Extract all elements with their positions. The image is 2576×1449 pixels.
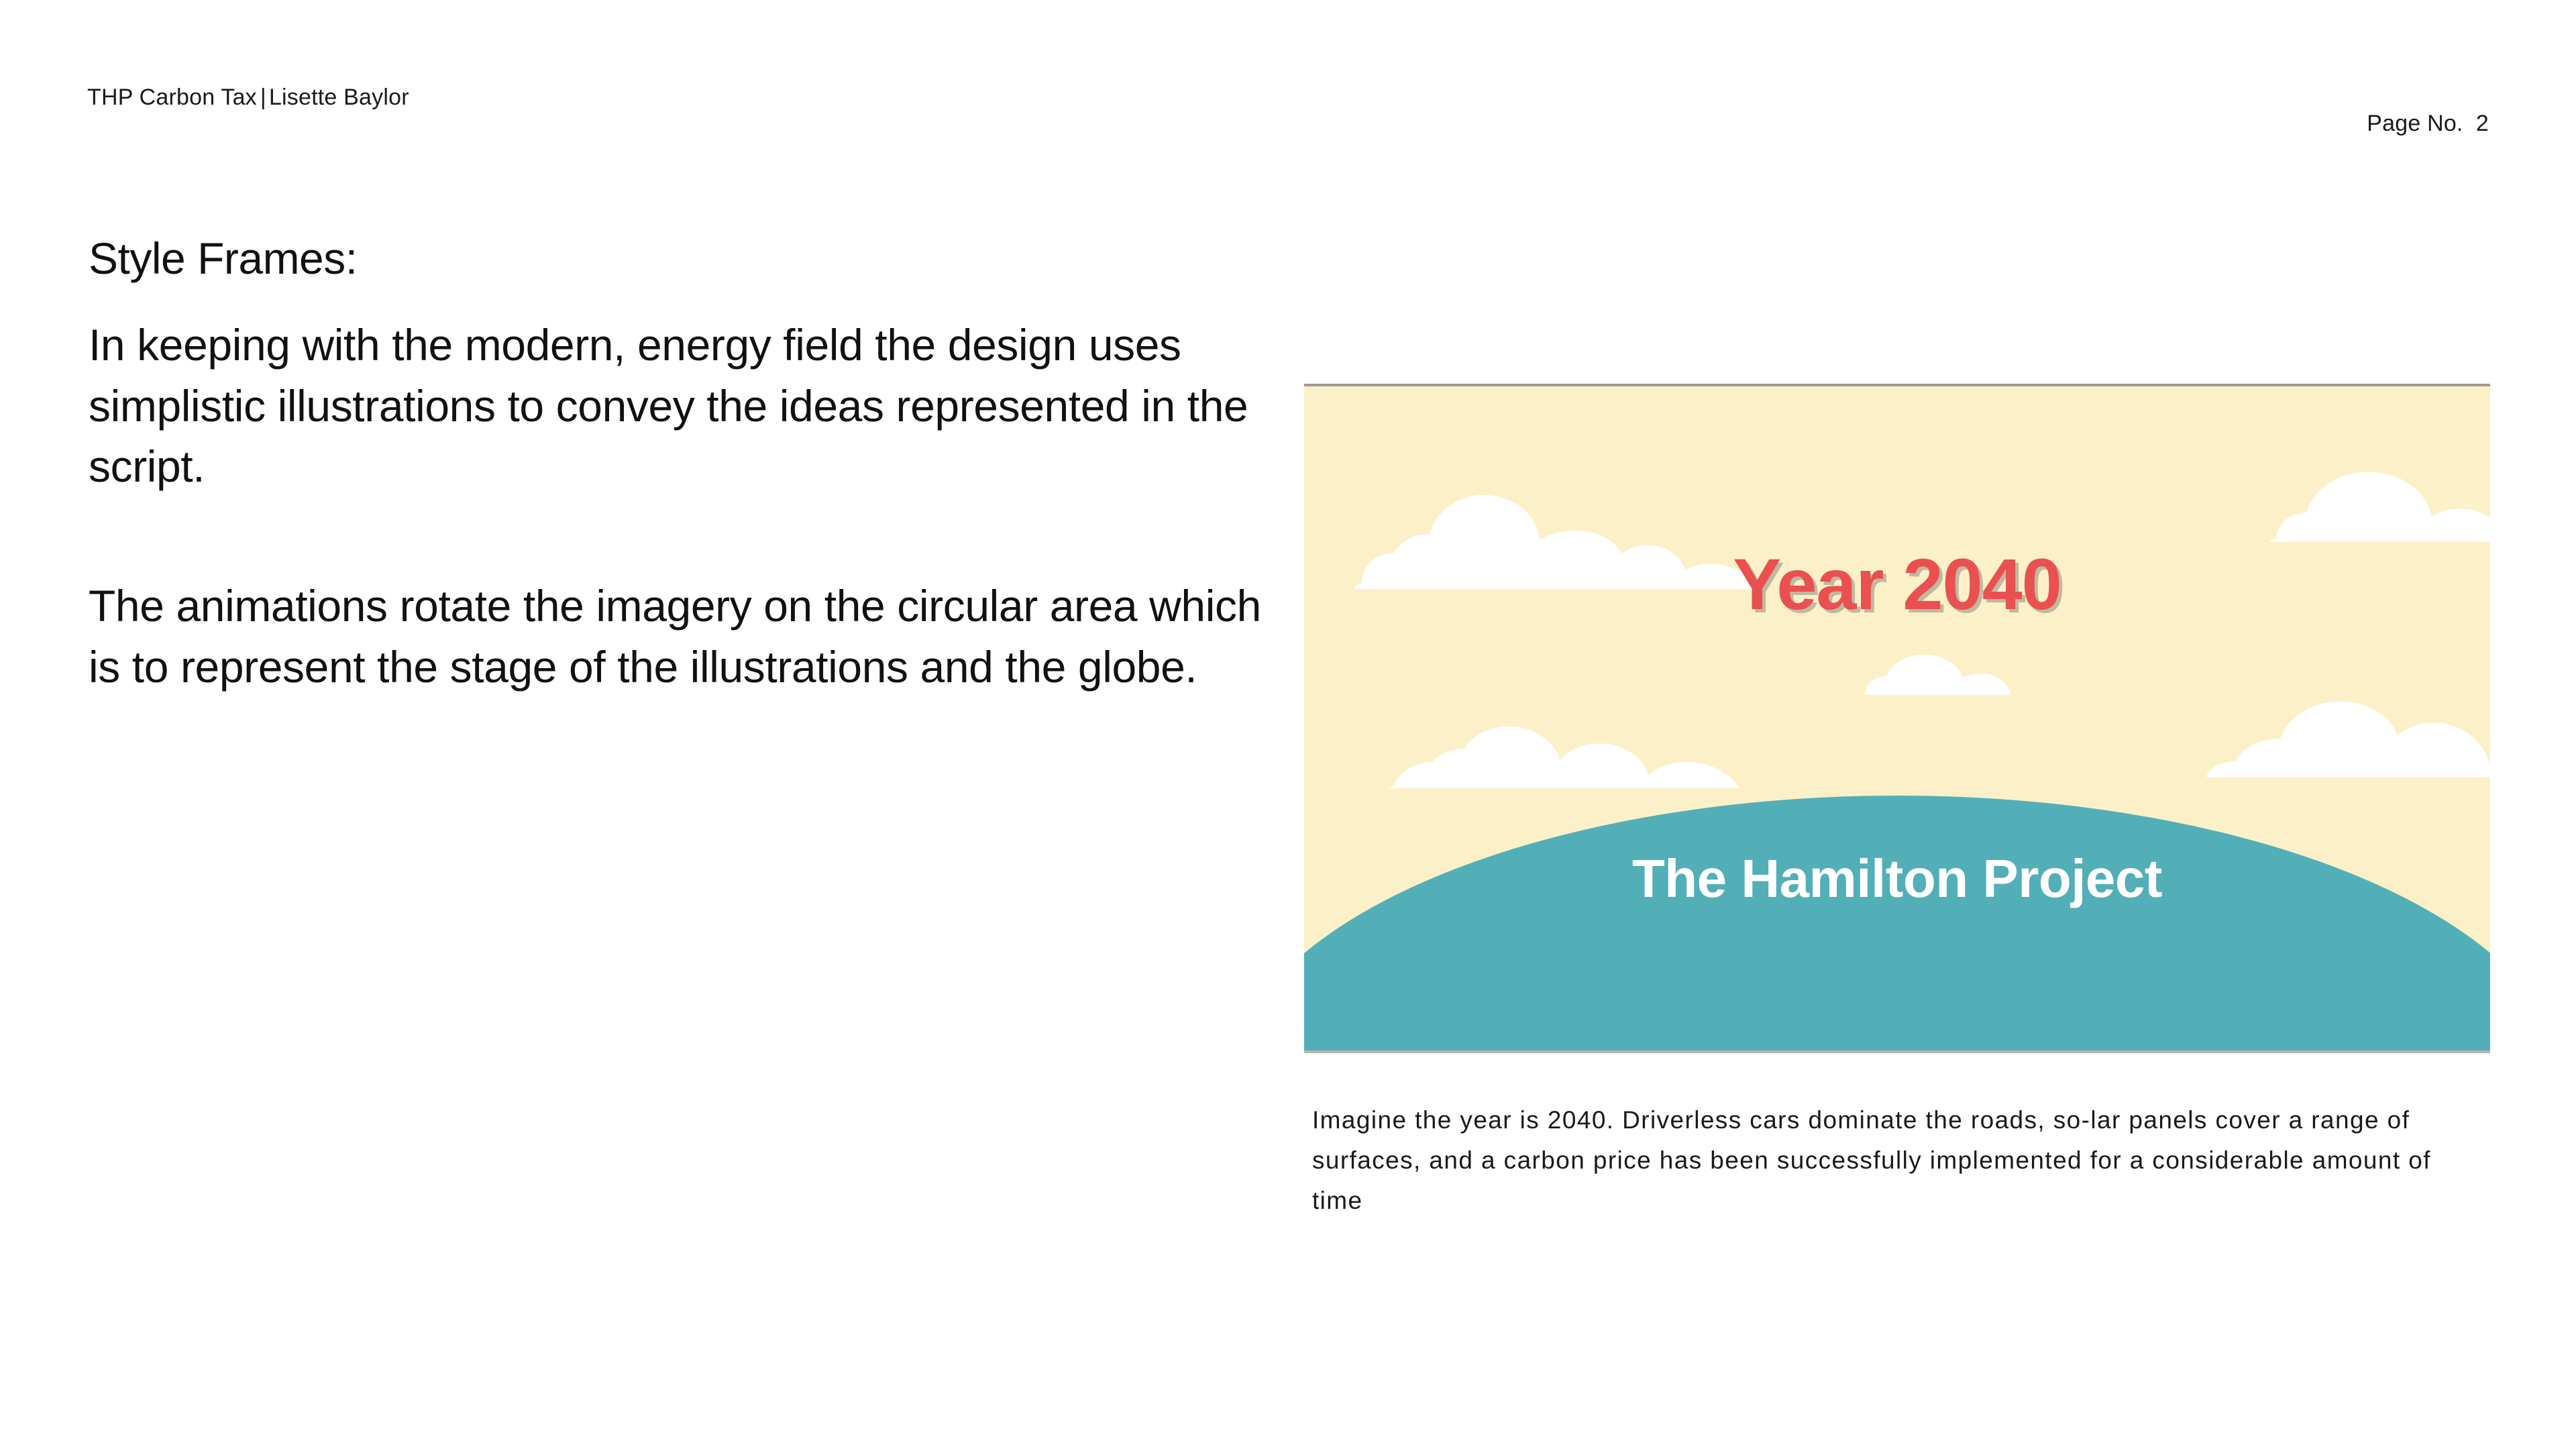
page-number-value: 2 <box>2475 111 2489 136</box>
header-author-name: Lisette Baylor <box>268 85 409 110</box>
header-project-credit: THP Carbon Tax | Lisette Baylor <box>87 85 409 111</box>
illustration-project-title: The Hamilton Project <box>1631 849 2163 908</box>
cloud-layer <box>1354 472 2490 788</box>
paragraph-spacer <box>89 496 1289 576</box>
body-paragraph-2: The animations rotate the imagery on the… <box>89 581 1261 692</box>
document-header: THP Carbon Tax | Lisette Baylor Page No.… <box>87 85 2489 136</box>
teal-dome-shape <box>1304 755 2490 1051</box>
illustration-year-title: Year 2040 <box>1733 543 2062 625</box>
page-number-indicator: Page No. 2 <box>2341 85 2489 163</box>
cloud-icon-mid-left <box>1387 726 1739 788</box>
style-frame-illustration: Year 2040 The Hamilton Project <box>1304 384 2490 1053</box>
page-number-label: Page No. <box>2367 111 2463 136</box>
cloud-icon-mid-right <box>2202 701 2490 777</box>
illustration-canvas: Year 2040 The Hamilton Project <box>1304 384 2490 1053</box>
cloud-icon-top-left <box>1354 494 1755 590</box>
section-title: Style Frames: <box>89 233 358 283</box>
left-text-column: Style Frames: In keeping with the modern… <box>89 233 1289 697</box>
body-paragraph-1: In keeping with the modern, energy field… <box>89 320 1248 492</box>
header-separator: | <box>260 85 266 110</box>
cloud-icon-center-small <box>1862 655 2011 695</box>
illustration-caption: Imagine the year is 2040. Driverless car… <box>1312 1106 2431 1214</box>
header-project-name: THP Carbon Tax <box>87 85 257 110</box>
cloud-icon-top-right <box>2269 472 2490 542</box>
